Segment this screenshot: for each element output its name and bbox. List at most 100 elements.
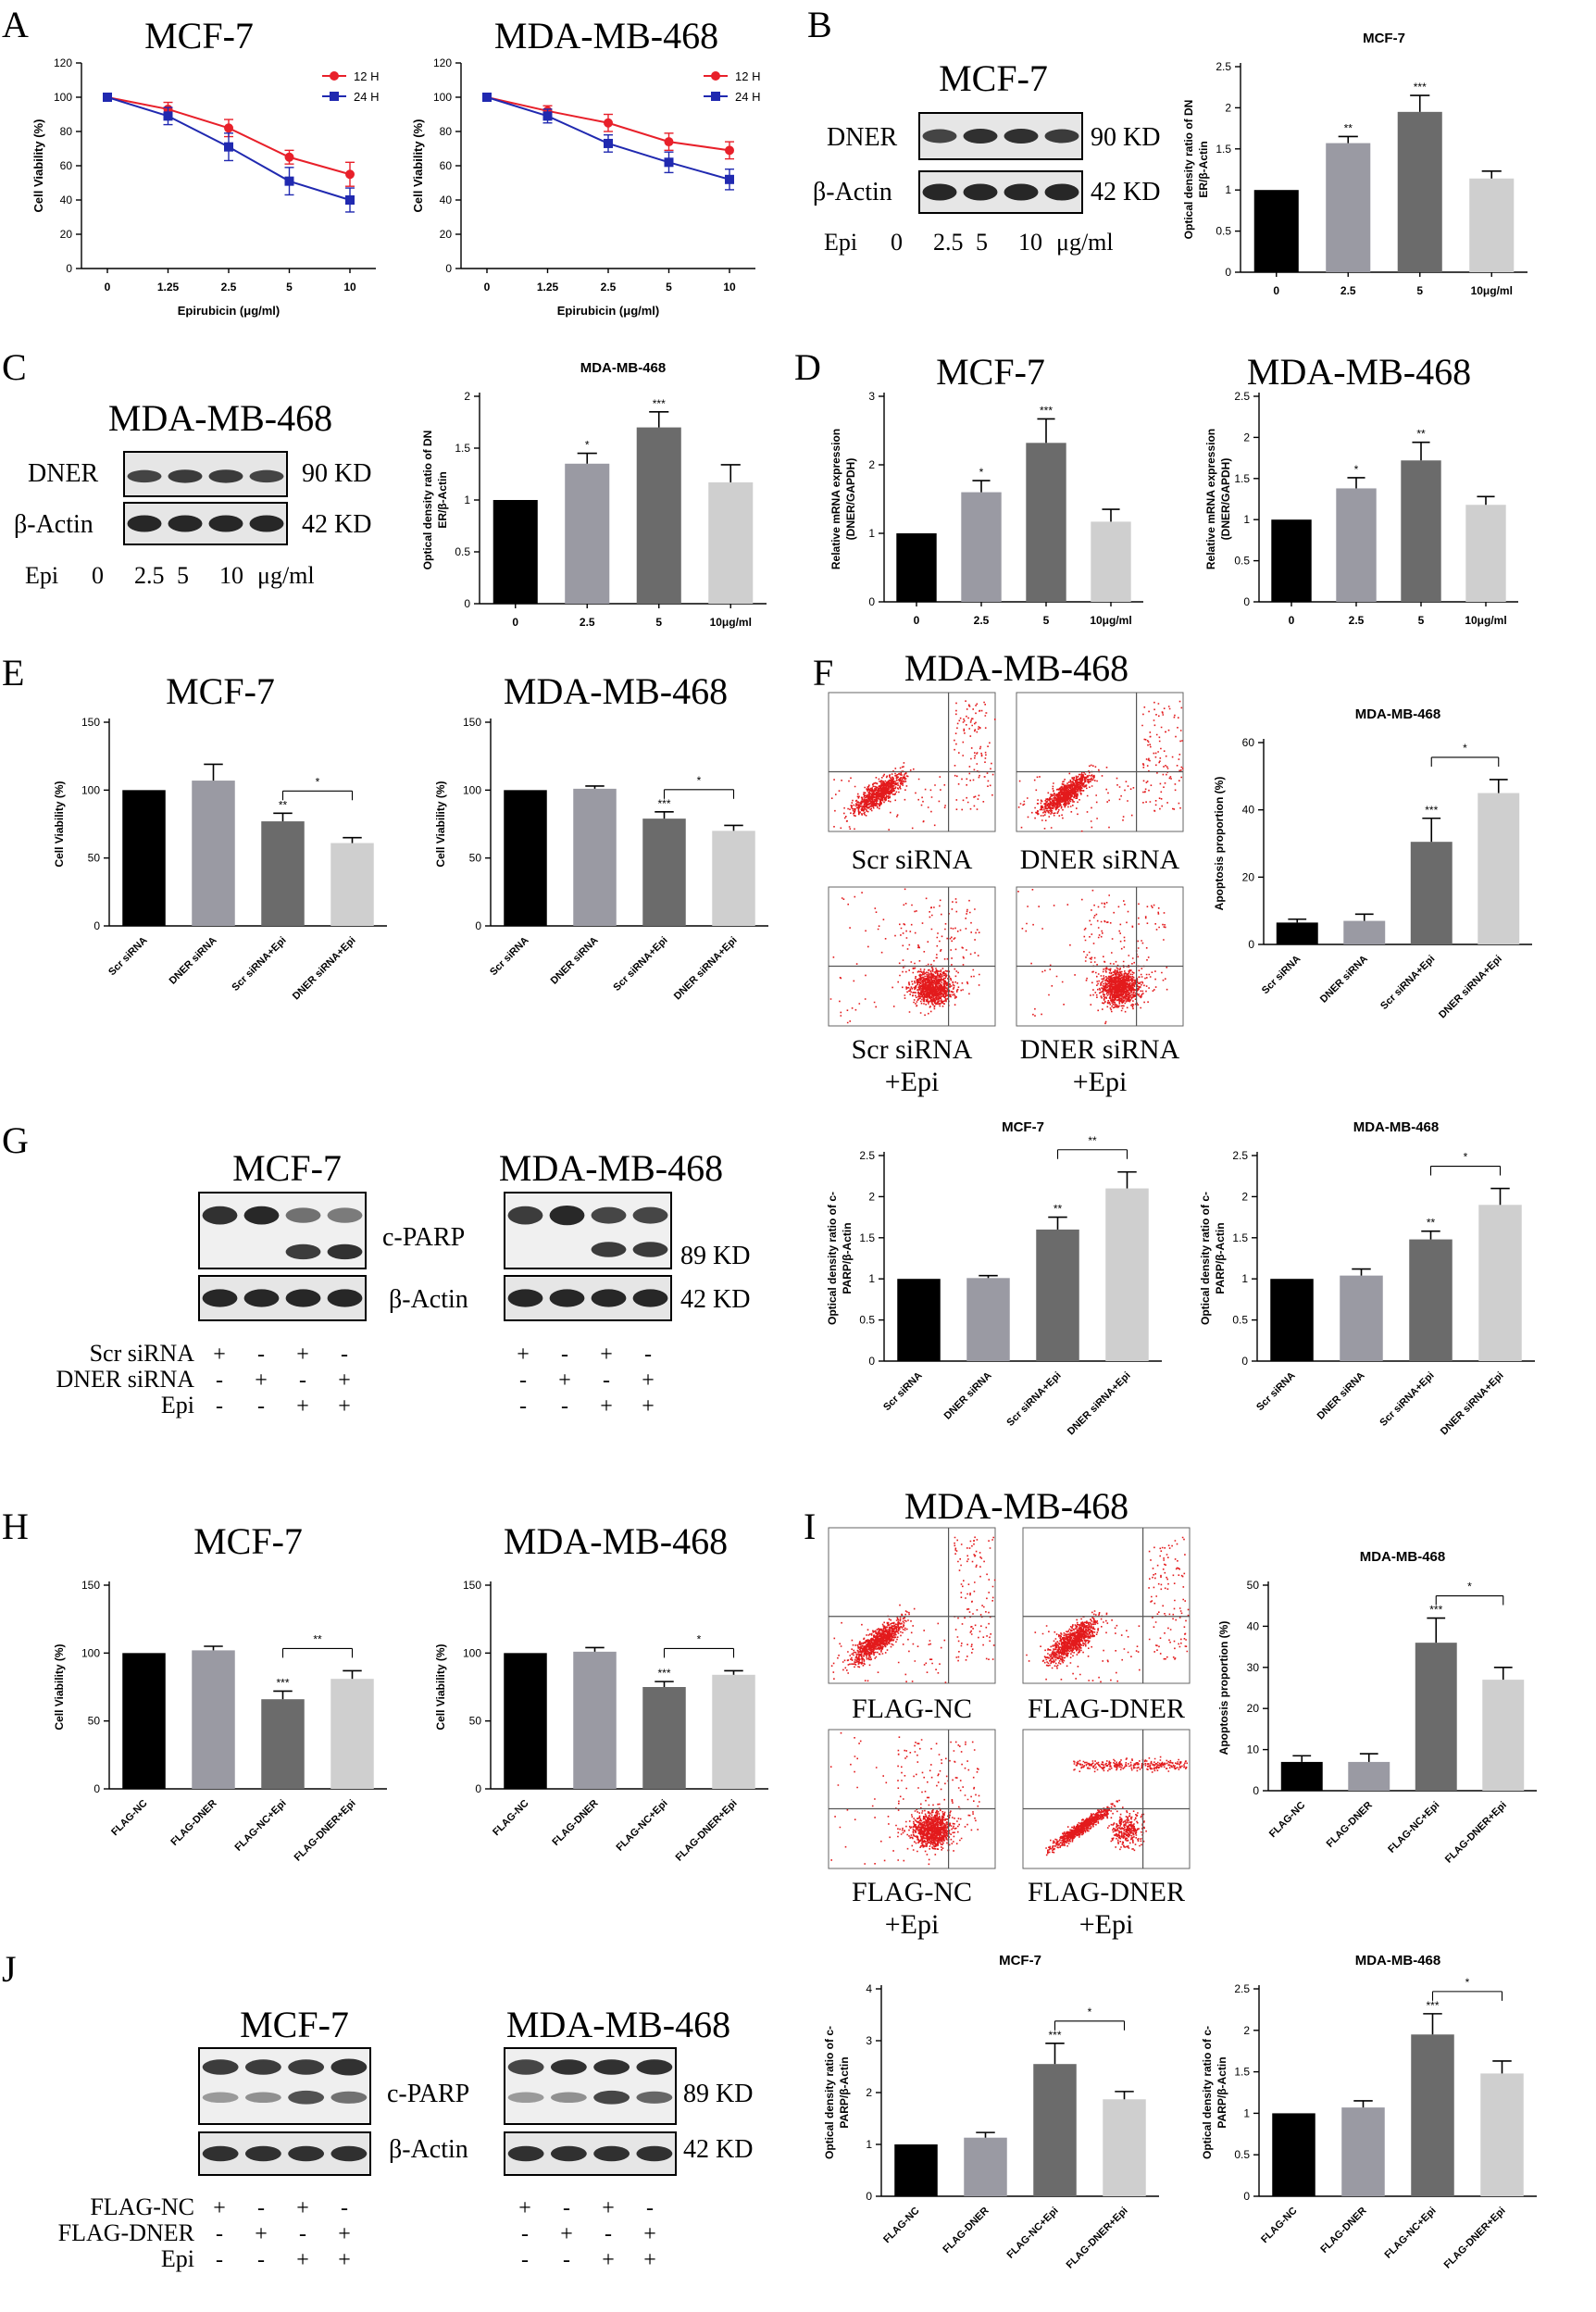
x-tick-label: FLAG-DNER — [550, 1798, 600, 1848]
data-point — [664, 157, 674, 168]
x-tick-label: 5 — [1418, 614, 1425, 627]
blot-band — [549, 1289, 585, 1307]
y-tick-label: 3 — [868, 390, 875, 403]
y-tick-label: 1.5 — [1232, 1231, 1248, 1244]
chart-title: MDA-MB-468 — [1360, 1549, 1446, 1565]
x-tick-label: FLAG-NC+Epi — [1386, 1800, 1441, 1856]
condition-sign: - — [257, 1343, 265, 1367]
legend-label: 12 H — [735, 69, 760, 83]
chart-J1: MCF-7 0 1 2 3 4 Optical density ratio of c- PAR… — [823, 1953, 1159, 2271]
significance-mark: *** — [653, 397, 666, 410]
data-point — [163, 111, 173, 121]
y-tick-label: 50 — [469, 1715, 482, 1728]
blot-actin — [504, 2131, 677, 2176]
chart-title: MCF-7 — [999, 1953, 1041, 1968]
condition-sign: + — [213, 1343, 226, 1367]
x-tick-label: FLAG-NC+Epi — [232, 1798, 288, 1854]
condition-sign: - — [257, 2196, 265, 2220]
x-tick-label: 0 — [484, 281, 491, 294]
y-tick-label: 0 — [475, 1782, 481, 1795]
x-axis-label: Epirubicin (μg/ml) — [557, 304, 660, 318]
chart-D2: 0 0.5 1 1.5 2 2.5 Relative mRNA expression (DNE… — [1204, 390, 1518, 627]
x-tick-label: 5 — [666, 281, 672, 294]
bar — [1480, 2073, 1524, 2196]
y-tick-label: 1 — [868, 527, 875, 540]
bar — [573, 1651, 617, 1789]
y-tick-label: 2 — [868, 1190, 875, 1203]
blot-band — [963, 129, 998, 144]
chart-title: MCF-7 — [1002, 1119, 1044, 1135]
data-point — [725, 145, 734, 156]
bar — [1411, 2034, 1454, 2196]
bar — [1253, 190, 1299, 272]
bar — [504, 790, 547, 926]
x-tick-label: DNER siRNA+Epi — [291, 935, 358, 1003]
y-tick-label: 40 — [440, 194, 453, 206]
chart-G1: MCF-7 0 0.5 1 1.5 2 2.5 Optical density ratio o… — [826, 1119, 1162, 1437]
bar — [966, 1278, 1010, 1361]
significance-mark: ** — [1054, 1203, 1063, 1216]
significance-mark: ** — [313, 1632, 322, 1645]
condition-sign: + — [517, 1343, 530, 1367]
blot-cparp — [198, 2047, 371, 2125]
flow-label: FLAG-DNER — [1028, 1877, 1185, 1907]
blot-actin — [198, 2131, 371, 2176]
x-tick-label: 0 — [914, 614, 920, 627]
y-tick-label: 1.5 — [1216, 143, 1231, 156]
x-tick-label: FLAG-NC — [881, 2206, 922, 2246]
chart-title: MDA-MB-468 — [1355, 706, 1441, 722]
data-point — [224, 123, 233, 133]
y-axis-label: (DNER/GAPDH) — [844, 458, 857, 541]
y-tick-label: 100 — [54, 91, 72, 104]
blot-band — [202, 1289, 238, 1307]
blot-band — [327, 1207, 363, 1223]
y-tick-label: 40 — [1247, 1619, 1260, 1632]
y-tick-label: 2 — [1243, 431, 1250, 444]
y-tick-label: 0 — [94, 919, 100, 932]
y-tick-label: 100 — [433, 91, 452, 104]
x-tick-label: 1.25 — [537, 281, 559, 294]
y-tick-label: 2.5 — [859, 1149, 875, 1162]
condition-sign: - — [216, 1368, 223, 1393]
flow-frame — [828, 886, 996, 1027]
legend-marker — [330, 92, 339, 101]
chart-I: MDA-MB-468 0 10 20 30 40 50 Apoptosis proportio… — [1217, 1549, 1537, 1866]
y-tick-label: 1 — [866, 2138, 872, 2151]
blot-band — [244, 2059, 281, 2075]
condition-sign: + — [642, 1394, 655, 1418]
y-tick-label: 0 — [475, 919, 481, 932]
condition-sign: + — [558, 1368, 571, 1393]
condition-sign: + — [255, 2222, 268, 2246]
condition-sign: + — [602, 2248, 615, 2272]
x-tick-label: 2.5 — [601, 281, 617, 294]
flow-plot — [828, 886, 996, 1027]
chart-H1: 0 50 100 150 Cell Viability (%) FLAG-NC FLAG-D… — [53, 1579, 387, 1864]
bar — [1033, 2064, 1077, 2196]
y-tick-label: 2 — [464, 390, 470, 403]
actin-label: β-Actin — [14, 510, 94, 539]
blot-band — [632, 1289, 668, 1307]
condition-sign: + — [560, 2222, 573, 2246]
blot-band — [243, 1289, 280, 1307]
condition-sign: + — [600, 1343, 613, 1367]
blot-band — [507, 2145, 544, 2162]
blot-band — [208, 469, 243, 483]
condition-sign: - — [341, 1343, 348, 1367]
x-tick-label: FLAG-NC+Epi — [1382, 2206, 1438, 2261]
x-tick-label: FLAG-DNER — [941, 2206, 991, 2256]
y-tick-label: 2.5 — [1232, 1149, 1248, 1162]
data-point — [604, 138, 613, 148]
y-axis-label: Relative mRNA expression — [1204, 429, 1217, 569]
data-point — [664, 137, 674, 147]
dner-label: DNER — [827, 123, 898, 152]
y-tick-label: 0 — [464, 597, 470, 610]
data-point — [284, 176, 294, 186]
blot-band — [285, 1289, 321, 1307]
legend-label: 12 H — [354, 69, 379, 83]
condition-sign: - — [605, 2222, 612, 2246]
flow-events — [830, 1536, 996, 1683]
y-tick-label: 4 — [866, 1982, 872, 1995]
y-tick-label: 0.5 — [1216, 225, 1231, 238]
y-tick-label: 20 — [1242, 870, 1255, 883]
x-tick-label: FLAG-DNER — [1325, 1800, 1375, 1850]
